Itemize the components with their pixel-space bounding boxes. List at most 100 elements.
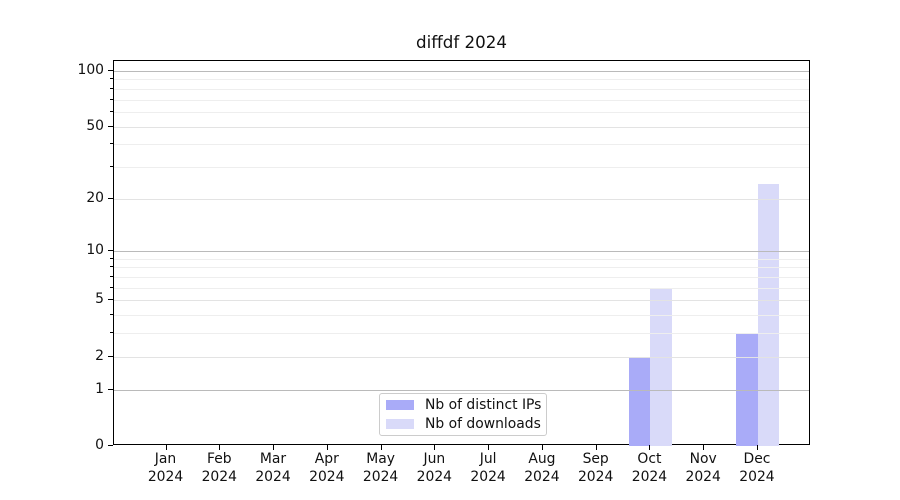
y-tick-label: 5 xyxy=(95,291,104,308)
y-minor-tick xyxy=(110,87,113,89)
y-minor-tick xyxy=(110,78,113,80)
x-tick-label: Mar 2024 xyxy=(241,451,305,486)
y-minor-tick xyxy=(110,332,113,334)
x-tick-month: Jun xyxy=(423,451,446,467)
bar-downloads xyxy=(757,184,780,446)
x-tick xyxy=(165,445,167,450)
y-tick xyxy=(108,388,113,390)
y-tick-label: 0 xyxy=(95,437,104,453)
legend-swatch-downloads xyxy=(386,419,414,429)
legend-label-downloads: Nb of downloads xyxy=(425,416,541,432)
y-minor-tick xyxy=(110,286,113,288)
x-tick-year: 2024 xyxy=(201,468,237,485)
x-tick-year: 2024 xyxy=(685,468,721,485)
bars-layer xyxy=(114,61,809,446)
y-minor-tick xyxy=(110,165,113,167)
bar-downloads xyxy=(650,287,672,446)
y-tick xyxy=(108,299,113,301)
y-minor-gridline xyxy=(114,258,809,260)
x-tick-month: Dec xyxy=(743,451,771,467)
x-tick-month: Sep xyxy=(582,451,609,467)
x-tick xyxy=(649,445,651,450)
y-minor-tick xyxy=(110,98,113,100)
y-minor-gridline xyxy=(114,88,809,90)
y-minor-gridline xyxy=(114,287,809,289)
y-minor-gridline xyxy=(114,267,809,269)
x-tick-year: 2024 xyxy=(309,468,345,485)
x-tick xyxy=(488,445,490,450)
y-minor-gridline xyxy=(114,315,809,317)
bar-distinct-ips xyxy=(628,356,651,446)
y-gridline xyxy=(114,300,809,302)
x-tick-label: Jul 2024 xyxy=(456,451,520,486)
legend: Nb of distinct IPs Nb of downloads xyxy=(379,393,547,436)
x-tick xyxy=(703,445,705,450)
x-tick-month: Apr xyxy=(314,451,339,467)
y-major-gridline xyxy=(114,70,809,72)
x-tick xyxy=(541,445,543,450)
y-major-gridline xyxy=(114,389,809,391)
x-tick-month: Jan xyxy=(154,451,177,467)
y-tick-label: 100 xyxy=(77,61,104,78)
x-tick-label: Jun 2024 xyxy=(402,451,466,486)
x-tick-label: Jan 2024 xyxy=(134,451,198,486)
x-tick-month: Aug xyxy=(528,451,556,467)
y-major-gridline xyxy=(114,251,809,253)
legend-item-downloads: Nb of downloads xyxy=(386,416,546,432)
y-tick xyxy=(108,125,113,127)
x-tick-year: 2024 xyxy=(362,468,399,485)
x-tick-year: 2024 xyxy=(470,468,506,485)
y-tick xyxy=(108,445,113,446)
x-tick-label: Aug 2024 xyxy=(510,451,574,486)
x-tick-month: Mar xyxy=(259,451,287,467)
x-tick-month: May xyxy=(366,451,395,467)
x-tick-month: Feb xyxy=(206,451,232,467)
y-minor-tick xyxy=(110,314,113,316)
chart-title: diffdf 2024 xyxy=(416,32,507,52)
x-tick-label: Dec 2024 xyxy=(725,451,789,486)
x-tick-label: Oct 2024 xyxy=(617,451,681,486)
legend-label-distinct-ips: Nb of distinct IPs xyxy=(425,397,542,413)
x-tick-month: Nov xyxy=(689,451,717,467)
x-tick xyxy=(434,445,436,450)
y-minor-tick xyxy=(110,266,113,268)
x-tick-year: 2024 xyxy=(255,468,291,485)
y-minor-gridline xyxy=(114,144,809,146)
x-tick-year: 2024 xyxy=(577,468,614,485)
y-tick xyxy=(108,250,113,252)
y-minor-tick xyxy=(110,110,113,112)
y-tick-label: 1 xyxy=(95,380,104,397)
y-gridline xyxy=(114,126,809,128)
x-tick-month: Oct xyxy=(637,451,662,467)
x-tick xyxy=(326,445,328,450)
y-minor-tick xyxy=(110,276,113,278)
y-gridline xyxy=(114,356,809,358)
grid-layer xyxy=(114,61,809,444)
y-minor-gridline xyxy=(114,99,809,101)
x-tick xyxy=(273,445,275,450)
legend-swatch-distinct-ips xyxy=(386,400,414,410)
x-tick xyxy=(219,445,221,450)
x-tick-label: May 2024 xyxy=(349,451,413,486)
y-minor-gridline xyxy=(114,333,809,335)
x-tick-year: 2024 xyxy=(416,468,453,485)
y-minor-gridline xyxy=(114,277,809,279)
x-tick-month: Jul xyxy=(479,451,497,467)
x-tick xyxy=(380,445,382,450)
x-tick-label: Nov 2024 xyxy=(671,451,735,486)
x-tick-year: 2024 xyxy=(524,468,560,485)
y-minor-gridline xyxy=(114,166,809,168)
plot-area: Nb of distinct IPs Nb of downloads xyxy=(113,60,810,446)
y-minor-gridline xyxy=(114,111,809,113)
x-tick-label: Sep 2024 xyxy=(564,451,628,486)
y-minor-gridline xyxy=(114,79,809,81)
bar-distinct-ips xyxy=(736,333,758,446)
y-tick-label: 10 xyxy=(86,242,104,259)
x-tick-year: 2024 xyxy=(631,468,668,485)
y-tick-label: 2 xyxy=(95,347,104,364)
x-tick-label: Apr 2024 xyxy=(295,451,359,486)
y-tick xyxy=(108,355,113,357)
y-minor-tick xyxy=(110,143,113,145)
x-tick-year: 2024 xyxy=(739,468,775,485)
